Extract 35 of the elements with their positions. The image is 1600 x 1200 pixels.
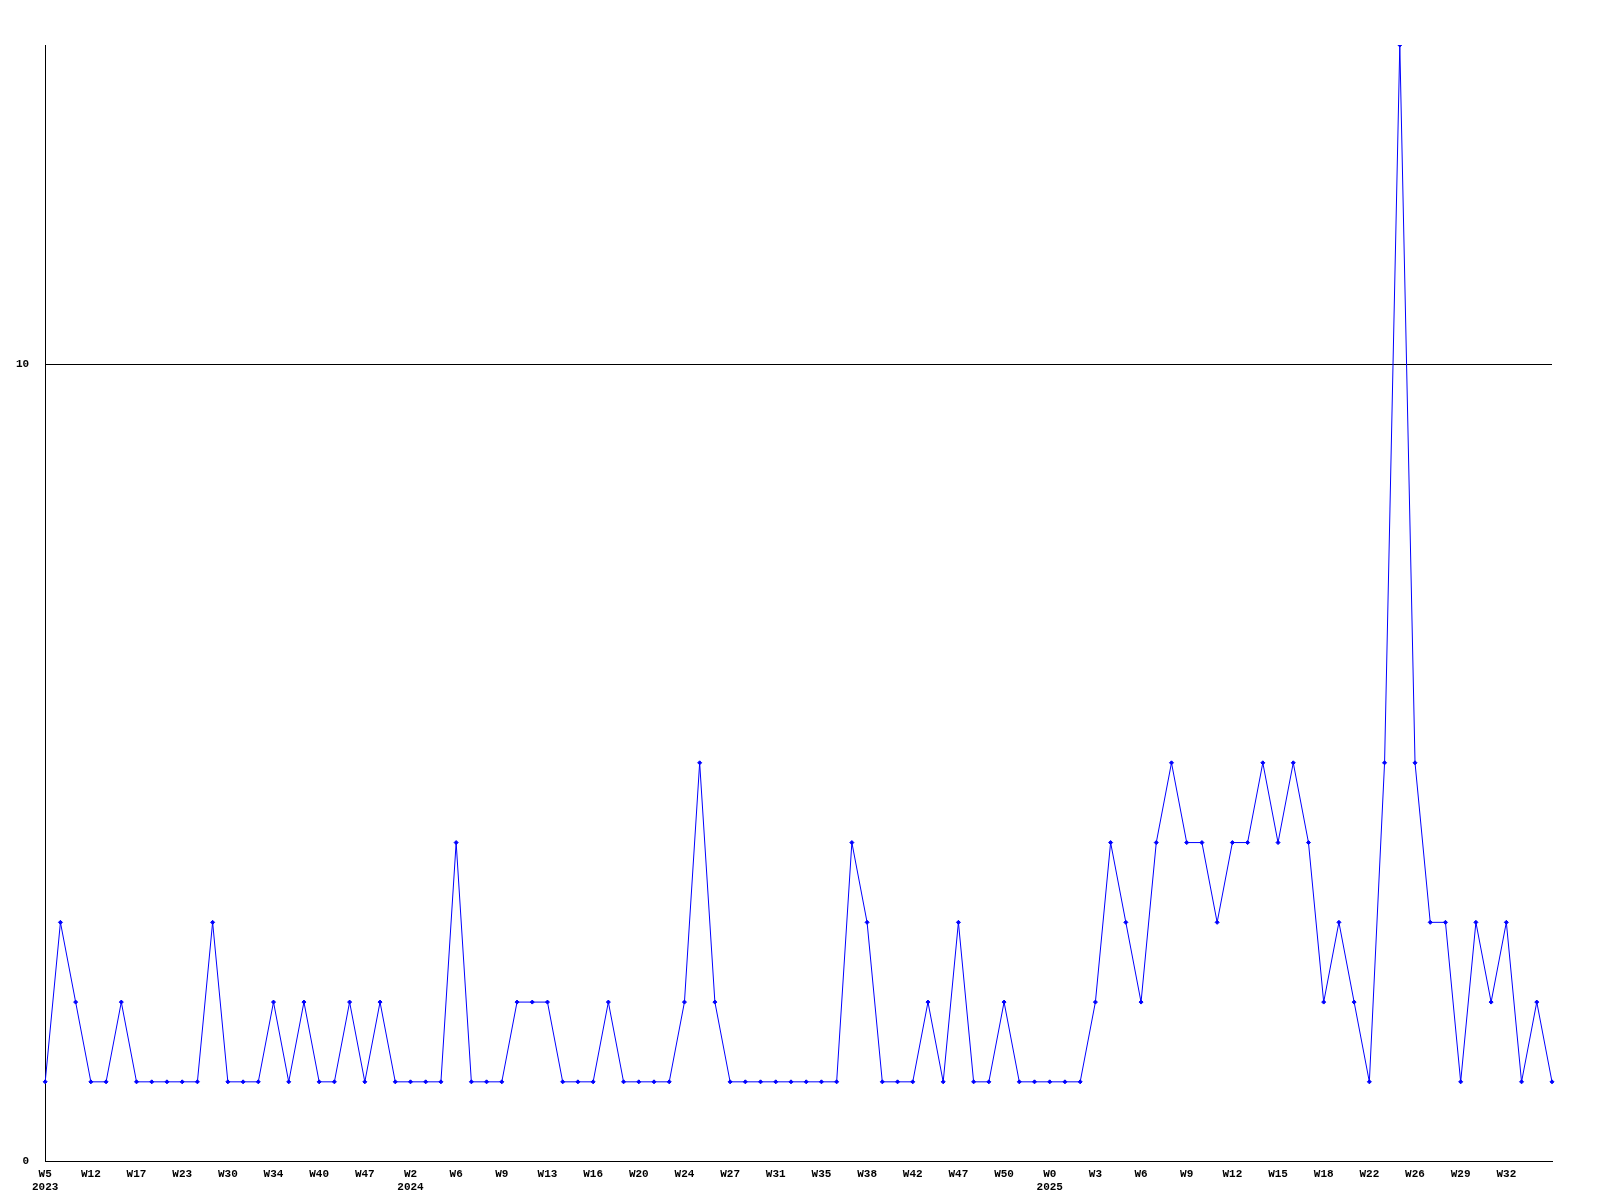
x-tick-label: W9: [1180, 1167, 1194, 1180]
x-tick-label: W40: [309, 1167, 330, 1180]
x-tick-label: W29: [1450, 1167, 1471, 1180]
x-tick-label: W6: [449, 1167, 463, 1180]
y-tick-label: 0: [22, 1155, 30, 1168]
x-tick-label: W18: [1313, 1167, 1334, 1180]
x-tick-label: W5 2023: [32, 1167, 59, 1194]
x-tick-label: W42: [902, 1167, 923, 1180]
y-tick-label: 10: [16, 357, 30, 370]
x-tick-label: W50: [994, 1167, 1014, 1180]
x-tick-label: W12: [1222, 1167, 1243, 1180]
x-tick-label: W26: [1405, 1167, 1425, 1180]
x-tick-label: W32: [1496, 1167, 1517, 1180]
x-tick-label: W30: [217, 1167, 238, 1180]
x-tick-label: W23: [172, 1167, 193, 1180]
x-tick-label: W12: [80, 1167, 101, 1180]
x-tick-label: W2 2024: [397, 1167, 425, 1194]
x-tick-label: W20: [628, 1167, 649, 1180]
x-tick-label: W34: [263, 1167, 284, 1180]
x-tick-label: W13: [537, 1167, 558, 1180]
x-tick-label: W35: [811, 1167, 832, 1180]
x-tick-label: W15: [1268, 1167, 1289, 1180]
x-tick-label: W24: [674, 1167, 695, 1180]
x-tick-label: W6: [1134, 1167, 1148, 1180]
x-tick-label: W0 2025: [1036, 1167, 1064, 1194]
x-tick-label: W16: [583, 1167, 604, 1180]
x-tick-label: W47: [948, 1167, 969, 1180]
x-tick-label: W3: [1088, 1167, 1103, 1180]
x-tick-label: W27: [720, 1167, 741, 1180]
x-tick-label: W38: [857, 1167, 878, 1180]
x-tick-label: W22: [1359, 1167, 1380, 1180]
x-tick-label: W17: [126, 1167, 147, 1180]
x-tick-label: W47: [354, 1167, 375, 1180]
x-tick-label: W31: [765, 1167, 787, 1180]
x-tick-label: W9: [495, 1167, 509, 1180]
